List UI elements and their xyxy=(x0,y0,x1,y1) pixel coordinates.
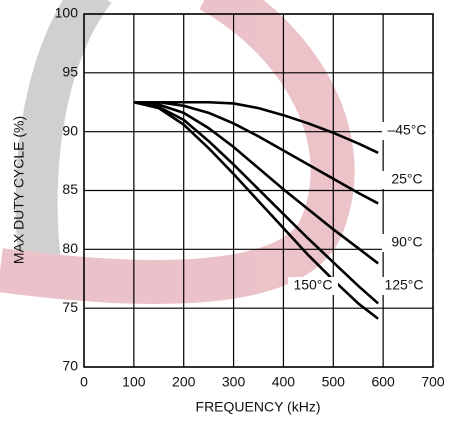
x-tick-label: 300 xyxy=(222,374,246,390)
series-label: 150°C xyxy=(293,277,332,293)
x-tick-label: 500 xyxy=(322,374,346,390)
y-tick-label: 80 xyxy=(62,240,78,256)
series-label: 125°C xyxy=(384,277,423,293)
y-tick-label: 75 xyxy=(62,299,78,315)
y-tick-label: 100 xyxy=(55,5,79,21)
x-axis-label: FREQUENCY (kHz) xyxy=(196,399,321,415)
y-axis-label: MAX DUTY CYCLE (%) xyxy=(11,116,27,264)
series-line xyxy=(133,100,379,265)
x-tick-label: 0 xyxy=(80,374,88,390)
series-line xyxy=(133,100,379,320)
series-label-bg xyxy=(379,277,429,295)
series-label: 90°C xyxy=(391,234,422,250)
series-label-bg xyxy=(288,277,338,295)
series-line xyxy=(133,100,380,305)
series-label-bg xyxy=(382,122,432,140)
y-tick-label: 95 xyxy=(62,64,78,80)
series-label: –45°C xyxy=(387,122,426,138)
x-tick-label: 200 xyxy=(172,374,196,390)
x-tick-label: 100 xyxy=(122,374,146,390)
plot-frame xyxy=(83,13,434,368)
series-label: 25°C xyxy=(391,171,422,187)
lines xyxy=(133,100,380,320)
y-tick-label: 90 xyxy=(62,122,78,138)
watermark-gray xyxy=(15,0,112,263)
y-tick-label: 85 xyxy=(62,181,78,197)
watermark xyxy=(0,0,355,304)
series-line xyxy=(133,100,379,205)
x-tick-label: 400 xyxy=(272,374,296,390)
series-line xyxy=(133,100,379,155)
series-label-bg xyxy=(382,171,432,189)
watermark-pink xyxy=(0,0,355,304)
y-tick-label: 70 xyxy=(62,358,78,374)
x-tick-label: 600 xyxy=(371,374,395,390)
x-tick-label: 700 xyxy=(421,374,445,390)
series-label-bg xyxy=(382,234,432,252)
